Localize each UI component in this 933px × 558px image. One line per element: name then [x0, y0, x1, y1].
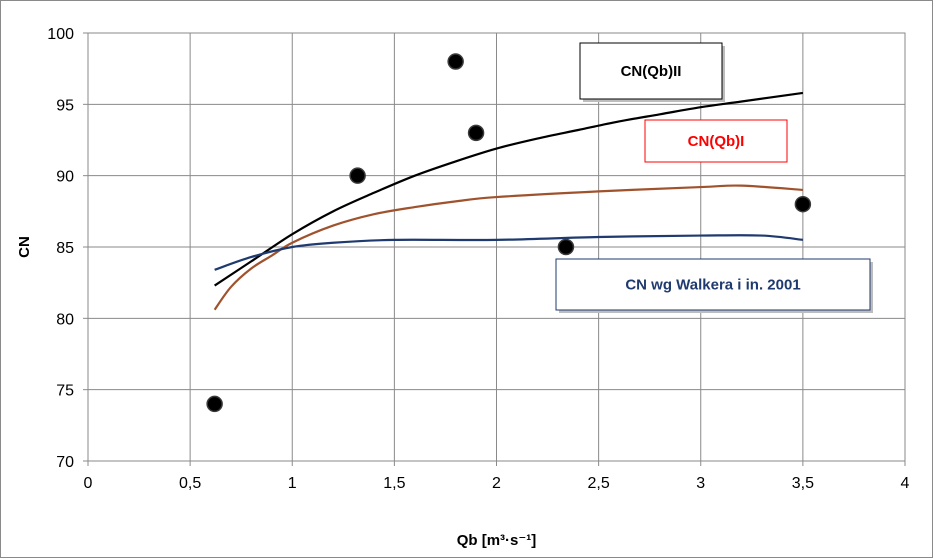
data-points — [206, 53, 812, 413]
data-point — [557, 238, 575, 256]
series-lines — [213, 91, 804, 311]
data-point — [447, 53, 464, 70]
x-axis-title: Qb [m³·s⁻¹] — [457, 532, 537, 549]
x-tick-label: 4 — [901, 475, 910, 492]
y-tick-label: 80 — [56, 311, 74, 328]
data-point — [794, 195, 812, 213]
x-tick-label: 1,5 — [383, 475, 405, 492]
data-point — [206, 395, 223, 413]
x-tick-label: 3,5 — [792, 475, 814, 492]
data-point — [467, 124, 485, 142]
x-tick-label: 1 — [288, 475, 297, 492]
x-tick-label: 3 — [696, 475, 705, 492]
series-label-box — [579, 42, 723, 100]
x-tick-label: 2,5 — [588, 475, 610, 492]
y-tick-label: 75 — [56, 383, 74, 400]
series-label-2: CN wg Walkera i in. 2001 — [625, 277, 800, 294]
y-tick-label: 90 — [56, 169, 74, 186]
series-line-1 — [213, 184, 803, 311]
y-tick-label: 85 — [56, 240, 74, 257]
series-line-2 — [214, 234, 803, 271]
y-axis-title: CN — [16, 236, 33, 258]
y-tick-label: 95 — [56, 97, 74, 114]
series-label-box — [644, 119, 788, 163]
series-label-box — [555, 258, 871, 311]
tick-labels: 0 0,5 1 1,5 2 2,5 3 3,5 4 70 75 80 85 90 95 100 — [47, 26, 909, 492]
x-tick-label: 2 — [492, 475, 501, 492]
data-point — [349, 167, 366, 184]
x-tick-label: 0,5 — [179, 475, 201, 492]
series-labels: CN(Qb)II CN(Qb)I CN wg Walkera i in. 2001 — [555, 42, 873, 313]
y-tick-label: 100 — [47, 26, 74, 43]
series-label-1: CN(Qb)I — [688, 133, 745, 150]
series-line-0 — [214, 91, 804, 287]
x-tick-label: 0 — [84, 475, 93, 492]
y-tick-label: 70 — [56, 454, 74, 471]
series-label-0: CN(Qb)II — [621, 63, 682, 80]
